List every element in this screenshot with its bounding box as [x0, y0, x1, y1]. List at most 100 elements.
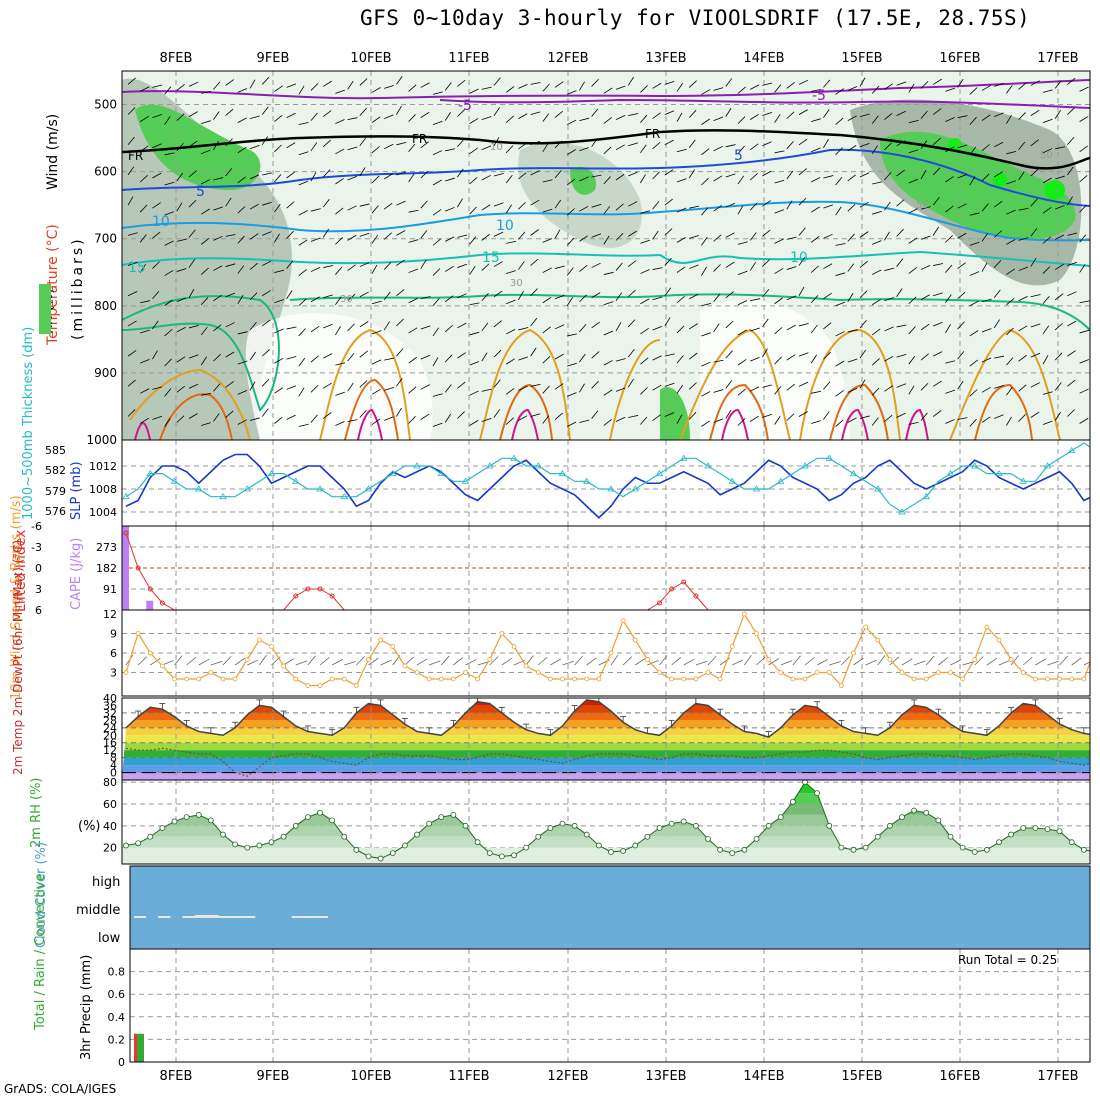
wind-barb: [1018, 296, 1028, 302]
wind-barb: [688, 169, 695, 179]
wind-barb: [701, 118, 710, 125]
wind-barb: [554, 383, 564, 390]
wind-barb: [1092, 351, 1097, 359]
wind-marker: [863, 624, 869, 630]
wind-barb: [786, 200, 793, 210]
wind-barb: [176, 356, 186, 363]
wind-barb: [298, 121, 309, 125]
wind-barb: [986, 657, 998, 666]
wind-barb: [591, 108, 599, 117]
wind-barb: [408, 84, 417, 92]
rh-marker: [159, 825, 166, 831]
rh-marker: [292, 822, 299, 829]
wind-barb: [530, 82, 541, 85]
wind-barb: [530, 384, 541, 387]
thickness-marker: [267, 469, 276, 477]
wind-barb: [261, 349, 270, 357]
wind-barb: [127, 166, 135, 176]
wind-barb: [323, 294, 333, 299]
wind-barb: [945, 146, 955, 153]
wind-barb: [554, 353, 564, 360]
wind-barb: [237, 147, 247, 154]
rh-marker: [874, 833, 881, 840]
wind-barb: [420, 354, 431, 360]
wind-barb: [640, 387, 648, 395]
temp-band: [122, 727, 1090, 736]
wind-barb: [835, 301, 846, 307]
wind-barb: [262, 260, 272, 266]
wind-barb: [920, 110, 928, 119]
wind-barb: [432, 268, 441, 276]
thickness-marker: [558, 469, 567, 477]
lifted-index-line: [125, 532, 1090, 610]
thickness-marker: [437, 469, 445, 477]
wind-barb: [237, 265, 245, 274]
wind-barb: [1079, 86, 1089, 92]
rh-marker: [268, 839, 275, 846]
wind-barb: [896, 258, 904, 267]
wind-marker: [972, 657, 978, 662]
wind-barb: [847, 86, 858, 91]
wind-barb: [140, 388, 150, 394]
wind-barb: [493, 320, 502, 328]
wind-barb: [810, 206, 820, 213]
wind-barb: [713, 293, 721, 303]
contour-label: 10: [790, 250, 808, 266]
wind-barb: [347, 353, 355, 362]
wind-barb: [188, 354, 199, 359]
wind-barb: [453, 657, 464, 666]
wind-barb: [127, 350, 137, 357]
li-marker: [681, 579, 687, 585]
wind-barb: [396, 407, 402, 417]
temp-tick: 36: [103, 699, 117, 712]
wind-barb: [969, 212, 980, 216]
wind-barb: [640, 114, 648, 123]
wind-barb: [1030, 139, 1039, 147]
wind-barb: [1042, 148, 1053, 154]
wind-barb: [664, 287, 672, 296]
wind-barb: [481, 145, 492, 151]
wind-barb: [676, 414, 683, 424]
contour-15: [122, 250, 1090, 267]
rh-marker: [207, 817, 214, 824]
wind-barb: [554, 199, 562, 209]
wind-barb: [164, 329, 173, 337]
wind-barb: [1042, 177, 1052, 184]
wind-barb: [981, 144, 990, 152]
wind-barb: [298, 85, 305, 95]
wind-barb: [920, 412, 928, 421]
rh-band: [126, 793, 1090, 804]
precip-tick: 0.4: [108, 1011, 126, 1024]
wind-barb: [762, 384, 773, 388]
wind-barb: [481, 352, 488, 362]
wind-barb: [994, 141, 1004, 148]
wind-barb: [762, 141, 772, 147]
wind-barb: [835, 206, 842, 216]
wind-barb: [835, 88, 844, 95]
wind-barb: [152, 261, 160, 269]
wind-marker: [487, 657, 493, 662]
wind-barb: [493, 409, 501, 418]
rh-marker: [426, 820, 433, 827]
wind-barb: [701, 361, 711, 367]
wind-barb: [957, 115, 968, 119]
precip-tick: 0.2: [108, 1033, 126, 1046]
cloud-bar: [206, 915, 219, 918]
wind-marker: [644, 657, 650, 662]
wind-barb: [322, 412, 332, 419]
temp-tick: 4: [110, 759, 117, 772]
wind-barb: [615, 358, 626, 362]
wind-barb: [872, 269, 882, 275]
wind-barb: [627, 319, 636, 328]
wind-barb: [579, 117, 590, 121]
wind-barb: [1092, 85, 1100, 87]
wind-barb: [469, 420, 479, 426]
thickness-marker: [243, 485, 251, 492]
wind-barb: [591, 78, 599, 87]
wind-barb: [201, 90, 212, 94]
wind-barb: [310, 384, 319, 393]
wind-barb: [237, 390, 248, 395]
wind-barb: [505, 387, 515, 395]
wind-barb: [457, 322, 467, 329]
wind-barb: [225, 292, 236, 298]
